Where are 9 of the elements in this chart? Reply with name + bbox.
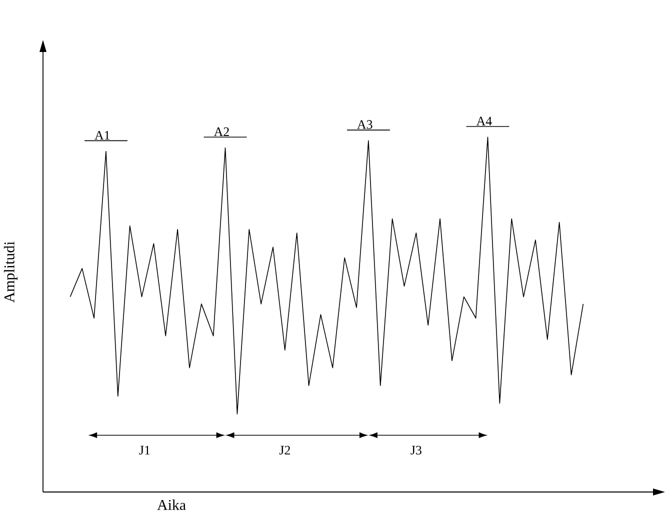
annotation: A1 xyxy=(94,130,110,140)
text: A4 xyxy=(476,116,492,126)
x-axis-title: Aika xyxy=(157,500,186,510)
annotation: J3 xyxy=(410,446,422,455)
annotation: J2 xyxy=(279,446,290,455)
annotation: J1 xyxy=(139,446,150,455)
text: A3 xyxy=(357,120,372,129)
y-axis-title: Amplitudi xyxy=(4,242,18,303)
text: A2 xyxy=(214,127,229,136)
